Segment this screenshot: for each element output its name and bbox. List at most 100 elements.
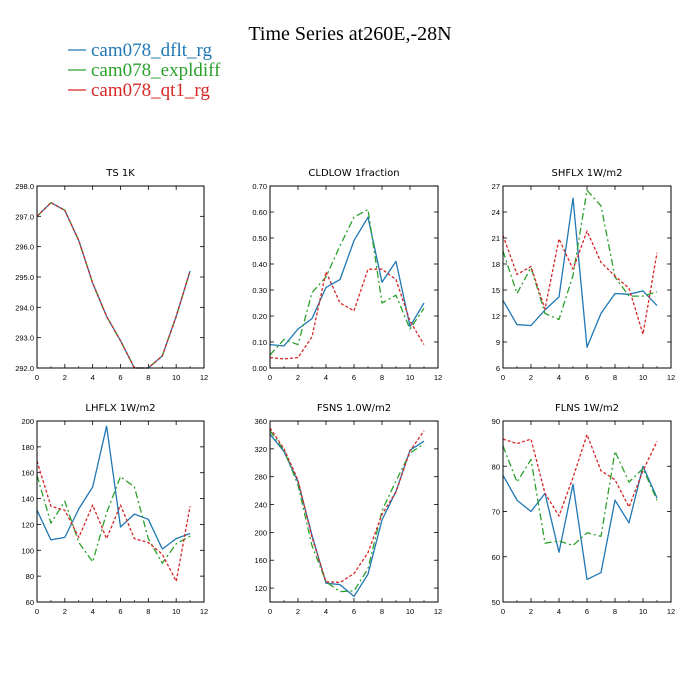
x-tick-label: 2 — [296, 373, 300, 382]
x-tick-label: 8 — [613, 373, 617, 382]
y-tick-label: 320 — [254, 445, 267, 454]
y-tick-label: 70 — [492, 508, 500, 517]
y-tick-label: 60 — [26, 598, 34, 607]
x-tick-label: 2 — [63, 607, 67, 616]
x-tick-label: 4 — [91, 373, 95, 382]
series-line-cam078_expldiff — [269, 208, 425, 356]
x-tick-label: 12 — [200, 373, 208, 382]
x-tick-label: 0 — [501, 607, 505, 616]
x-tick-label: 10 — [172, 607, 180, 616]
y-tick-label: 293.0 — [15, 334, 34, 343]
y-tick-label: 294.0 — [15, 303, 34, 312]
panel-title: CLDLOW 1fraction — [308, 168, 399, 179]
series-line-cam078_dflt_rg — [502, 465, 658, 581]
y-tick-label: 80 — [26, 572, 34, 581]
y-tick-label: 9 — [496, 338, 500, 347]
x-tick-label: 10 — [639, 607, 647, 616]
series-line-cam078_qt1_rg — [269, 268, 425, 360]
x-tick-label: 10 — [406, 373, 414, 382]
x-tick-label: 2 — [529, 607, 533, 616]
y-tick-label: 0.70 — [252, 182, 267, 191]
figure-title: Time Series at260E,-28N — [248, 23, 451, 45]
x-tick-label: 4 — [557, 607, 561, 616]
y-tick-label: 6 — [496, 364, 500, 373]
x-tick-label: 4 — [324, 373, 328, 382]
y-tick-label: 295.0 — [15, 273, 34, 282]
series-line-cam078_dflt_rg — [502, 197, 658, 348]
panel-title: TS 1K — [105, 168, 135, 179]
y-tick-label: 0.30 — [252, 286, 267, 295]
y-tick-label: 292.0 — [15, 364, 34, 373]
x-tick-label: 0 — [501, 373, 505, 382]
series-line-cam078_qt1_rg — [36, 460, 191, 582]
panel-title: SHFLX 1W/m2 — [552, 168, 623, 179]
plot-frame — [502, 420, 672, 603]
x-tick-label: 12 — [667, 373, 675, 382]
series-line-cam078_expldiff — [502, 189, 658, 321]
x-tick-label: 0 — [268, 607, 272, 616]
y-tick-label: 0.40 — [252, 260, 267, 269]
plot-frame — [36, 185, 205, 369]
series-line-cam078_qt1_rg — [269, 427, 425, 584]
x-tick-label: 12 — [667, 607, 675, 616]
legend: cam078_dflt_rgcam078_expldiffcam078_qt1_… — [68, 40, 221, 101]
panel-5: FSNS 1.0W/m2 0 2 4 6 8 10 12 120 160 200 240 280 320 3… — [254, 403, 442, 616]
x-tick-label: 4 — [91, 607, 95, 616]
y-tick-label: 0.20 — [252, 312, 267, 321]
y-tick-label: 120 — [254, 584, 267, 593]
series-line-cam078_qt1_rg — [502, 230, 658, 335]
panel-2: CLDLOW 1fraction 0 2 4 6 8 10 12 0.00 0.10 0.20 0.3… — [252, 168, 442, 382]
y-tick-label: 298.0 — [15, 182, 34, 191]
legend-label: cam078_qt1_rg — [91, 80, 210, 101]
x-tick-label: 8 — [380, 607, 384, 616]
x-tick-label: 0 — [268, 373, 272, 382]
plot-frame — [502, 185, 672, 369]
x-tick-label: 6 — [118, 607, 122, 616]
panel-4: LHFLX 1W/m2 0 2 4 6 8 10 12 60 80 100 120 140 160 180 2… — [21, 403, 208, 616]
x-tick-label: 10 — [172, 373, 180, 382]
y-tick-label: 100 — [21, 546, 34, 555]
panel-6: FLNS 1W/m2 0 2 4 6 8 10 12 50 60 70 80 90 — [492, 403, 676, 616]
panel-title: LHFLX 1W/m2 — [85, 403, 155, 414]
y-tick-label: 160 — [21, 469, 34, 478]
y-tick-label: 120 — [21, 520, 34, 529]
series-line-cam078_dflt_rg — [269, 216, 425, 347]
panel-title: FLNS 1W/m2 — [555, 403, 619, 414]
plot-frame — [269, 420, 439, 603]
x-tick-label: 10 — [406, 607, 414, 616]
y-tick-label: 140 — [21, 495, 34, 504]
y-tick-label: 0.50 — [252, 234, 267, 243]
plot-frame — [36, 420, 205, 603]
x-tick-label: 6 — [118, 373, 122, 382]
legend-label: cam078_expldiff — [91, 60, 221, 81]
x-tick-label: 0 — [35, 607, 39, 616]
y-tick-label: 0.10 — [252, 338, 267, 347]
panel-1: TS 1K 0 2 4 6 8 10 12 292.0 293.0 294.0 295.0 296.0 2… — [15, 168, 208, 382]
x-tick-label: 2 — [296, 607, 300, 616]
series-line-cam078_expldiff — [502, 445, 658, 547]
y-tick-label: 296.0 — [15, 243, 34, 252]
series-line-cam078_dflt_rg — [269, 433, 425, 598]
x-tick-label: 10 — [639, 373, 647, 382]
series-line-cam078_dflt_rg — [36, 202, 191, 369]
panels: TS 1K0 2 4 6 8 10 12292.0293.0294.0295.0296.02… — [15, 168, 675, 616]
y-tick-label: 24 — [492, 208, 500, 217]
x-tick-label: 6 — [585, 607, 589, 616]
series-line-cam078_expldiff — [36, 475, 191, 564]
legend-label: cam078_dflt_rg — [91, 40, 213, 61]
x-tick-label: 4 — [557, 373, 561, 382]
panel-title: FSNS 1.0W/m2 — [317, 403, 391, 414]
y-tick-label: 0.60 — [252, 208, 267, 217]
x-tick-label: 12 — [434, 373, 442, 382]
y-tick-label: 15 — [492, 286, 500, 295]
series-line-cam078_qt1_rg — [36, 202, 191, 369]
x-tick-label: 12 — [200, 607, 208, 616]
x-tick-label: 8 — [146, 607, 150, 616]
y-tick-label: 360 — [254, 417, 267, 426]
x-tick-label: 6 — [352, 373, 356, 382]
y-tick-label: 297.0 — [15, 212, 34, 221]
y-tick-label: 240 — [254, 501, 267, 510]
x-tick-label: 8 — [380, 373, 384, 382]
